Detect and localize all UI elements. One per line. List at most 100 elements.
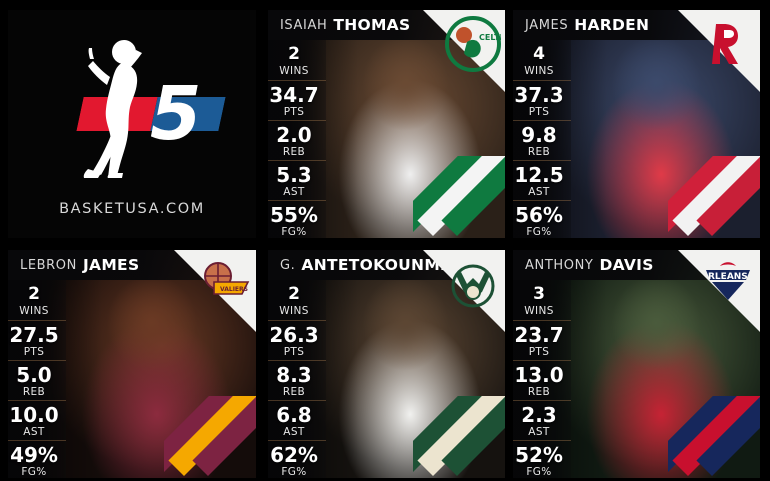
stat-pts: 23.7 PTS xyxy=(513,320,571,360)
stat-pts: 27.5 PTS xyxy=(8,320,66,360)
stat-reb: 5.0 REB xyxy=(8,360,66,400)
stat-ast: 10.0 AST xyxy=(8,400,66,440)
team-logo-corner xyxy=(678,10,760,92)
player-last-name: THOMAS xyxy=(333,16,411,34)
player-card[interactable]: ANTHONY DAVIS RLEANS 3 WINS 23.7 PTS 13.… xyxy=(513,250,760,478)
stat-pts-value: 37.3 xyxy=(514,83,564,107)
stat-ast-label: AST xyxy=(283,186,305,198)
stat-reb-value: 9.8 xyxy=(521,123,557,147)
stat-wins: 2 WINS xyxy=(8,280,66,320)
stat-wins-label: WINS xyxy=(524,65,554,77)
player-card[interactable]: JAMES HARDEN 4 WINS 37.3 PTS 9.8 REB 12.… xyxy=(513,10,760,238)
bucks-logo-icon xyxy=(445,256,501,312)
brand-logo-panel: 5 BASKETUSA.COM xyxy=(8,10,256,238)
stat-ast: 5.3 AST xyxy=(268,160,326,200)
stat-ast-label: AST xyxy=(23,426,45,438)
stat-ast: 6.8 AST xyxy=(268,400,326,440)
basketball-dunk-silhouette-icon xyxy=(83,40,142,178)
stat-reb-label: REB xyxy=(282,386,306,398)
svg-text:VALIERS: VALIERS xyxy=(220,286,248,293)
stat-ast-label: AST xyxy=(283,426,305,438)
stat-wins-value: 2 xyxy=(288,44,300,64)
stat-ast-value: 12.5 xyxy=(514,163,564,187)
player-last-name: HARDEN xyxy=(574,16,650,34)
rockets-logo-icon xyxy=(700,16,756,72)
team-logo-corner: RLEANS xyxy=(678,250,760,332)
stat-wins-value: 2 xyxy=(28,284,40,304)
stat-fg: 49% FG% xyxy=(8,440,66,478)
stat-pts-label: PTS xyxy=(528,346,550,358)
stat-pts: 26.3 PTS xyxy=(268,320,326,360)
stat-pts: 34.7 PTS xyxy=(268,80,326,120)
stat-wins-label: WINS xyxy=(279,65,309,77)
player-stat-rail: 2 WINS 34.7 PTS 2.0 REB 5.3 AST 55% FG% xyxy=(268,40,326,238)
stat-wins-value: 3 xyxy=(533,284,545,304)
stat-reb: 8.3 REB xyxy=(268,360,326,400)
team-accent-stripes xyxy=(668,156,760,238)
player-first-name: JAMES xyxy=(525,17,569,33)
stat-wins: 3 WINS xyxy=(513,280,571,320)
player-stat-rail: 4 WINS 37.3 PTS 9.8 REB 12.5 AST 56% FG% xyxy=(513,40,571,238)
stat-fg-label: FG% xyxy=(281,226,307,238)
stat-fg-value: 49% xyxy=(10,443,58,467)
stat-fg: 55% FG% xyxy=(268,200,326,238)
team-logo-corner xyxy=(423,250,505,332)
stat-reb-value: 8.3 xyxy=(276,363,312,387)
player-first-name: ANTHONY xyxy=(525,257,594,273)
stat-wins-value: 2 xyxy=(288,284,300,304)
stat-wins-label: WINS xyxy=(279,305,309,317)
stat-pts-value: 23.7 xyxy=(514,323,564,347)
stat-fg-value: 56% xyxy=(515,203,563,227)
stat-wins-value: 4 xyxy=(533,44,545,64)
stat-wins: 4 WINS xyxy=(513,40,571,80)
player-first-name: LEBRON xyxy=(20,257,77,273)
stat-fg-label: FG% xyxy=(526,226,552,238)
player-last-name: DAVIS xyxy=(599,256,654,274)
stat-pts-label: PTS xyxy=(283,106,305,118)
stat-fg-label: FG% xyxy=(21,466,47,478)
player-last-name: JAMES xyxy=(82,256,140,274)
svg-text:RLEANS: RLEANS xyxy=(708,272,748,282)
stat-pts-label: PTS xyxy=(528,106,550,118)
stat-pts-value: 34.7 xyxy=(269,83,319,107)
team-logo-corner: VALIERS xyxy=(174,250,256,332)
brand-website: BASKETUSA.COM xyxy=(59,201,205,217)
stat-pts: 37.3 PTS xyxy=(513,80,571,120)
player-stat-rail: 2 WINS 26.3 PTS 8.3 REB 6.8 AST 62% FG% xyxy=(268,280,326,478)
stat-fg: 52% FG% xyxy=(513,440,571,478)
stat-ast: 2.3 AST xyxy=(513,400,571,440)
player-last-name: ANTETOKOUNMPO xyxy=(301,256,466,274)
celtics-logo-icon: CELTICS xyxy=(445,16,505,72)
pelicans-logo-icon: RLEANS xyxy=(700,256,756,312)
logo-number: 5 xyxy=(150,71,201,157)
stat-reb-value: 5.0 xyxy=(16,363,52,387)
team-accent-stripes xyxy=(668,396,760,478)
player-card[interactable]: LEBRON JAMES VALIERS 2 WINS 27.5 PTS 5.0… xyxy=(8,250,256,478)
team-accent-stripes xyxy=(413,396,505,478)
stat-ast-value: 2.3 xyxy=(521,403,557,427)
player-card[interactable]: ISAIAH THOMAS CELTICS 2 WINS 34.7 PTS 2.… xyxy=(268,10,505,238)
stat-fg-label: FG% xyxy=(526,466,552,478)
stat-reb: 9.8 REB xyxy=(513,120,571,160)
player-stat-rail: 2 WINS 27.5 PTS 5.0 REB 10.0 AST 49% FG% xyxy=(8,280,66,478)
stat-fg: 56% FG% xyxy=(513,200,571,238)
stat-reb: 2.0 REB xyxy=(268,120,326,160)
stat-ast-label: AST xyxy=(528,186,550,198)
svg-text:CELTICS: CELTICS xyxy=(479,33,501,42)
player-stat-rail: 3 WINS 23.7 PTS 13.0 REB 2.3 AST 52% FG% xyxy=(513,280,571,478)
stat-reb-value: 13.0 xyxy=(514,363,564,387)
stat-fg-value: 52% xyxy=(515,443,563,467)
stat-fg-label: FG% xyxy=(281,466,307,478)
team-logo-corner: CELTICS xyxy=(423,10,505,92)
stat-ast: 12.5 AST xyxy=(513,160,571,200)
player-first-name: G. xyxy=(280,257,296,273)
stat-reb-label: REB xyxy=(527,146,551,158)
stat-reb-label: REB xyxy=(22,386,46,398)
stat-fg-value: 62% xyxy=(270,443,318,467)
player-card[interactable]: G. ANTETOKOUNMPO 2 WINS 26.3 PTS 8.3 REB xyxy=(268,250,505,478)
stat-wins: 2 WINS xyxy=(268,280,326,320)
stat-ast-value: 10.0 xyxy=(9,403,59,427)
stat-wins-label: WINS xyxy=(524,305,554,317)
stat-reb: 13.0 REB xyxy=(513,360,571,400)
